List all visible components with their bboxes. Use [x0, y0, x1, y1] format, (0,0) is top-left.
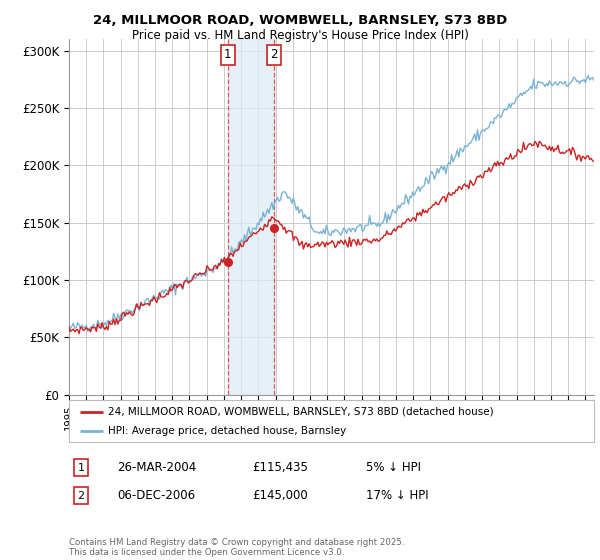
Text: Contains HM Land Registry data © Crown copyright and database right 2025.
This d: Contains HM Land Registry data © Crown c…: [69, 538, 404, 557]
Text: 2: 2: [271, 48, 278, 61]
Bar: [228, 39, 274, 395]
Text: £145,000: £145,000: [252, 489, 308, 502]
Text: HPI: Average price, detached house, Barnsley: HPI: Average price, detached house, Barn…: [109, 426, 347, 436]
Text: 5% ↓ HPI: 5% ↓ HPI: [366, 461, 421, 474]
Text: 24, MILLMOOR ROAD, WOMBWELL, BARNSLEY, S73 8BD (detached house): 24, MILLMOOR ROAD, WOMBWELL, BARNSLEY, S…: [109, 407, 494, 417]
Text: 1: 1: [224, 48, 232, 61]
Text: 2: 2: [77, 491, 85, 501]
Text: 06-DEC-2006: 06-DEC-2006: [117, 489, 195, 502]
Text: 24, MILLMOOR ROAD, WOMBWELL, BARNSLEY, S73 8BD: 24, MILLMOOR ROAD, WOMBWELL, BARNSLEY, S…: [93, 14, 507, 27]
Text: 17% ↓ HPI: 17% ↓ HPI: [366, 489, 428, 502]
Text: £115,435: £115,435: [252, 461, 308, 474]
Text: 1: 1: [77, 463, 85, 473]
Text: Price paid vs. HM Land Registry's House Price Index (HPI): Price paid vs. HM Land Registry's House …: [131, 29, 469, 42]
Text: 26-MAR-2004: 26-MAR-2004: [117, 461, 196, 474]
